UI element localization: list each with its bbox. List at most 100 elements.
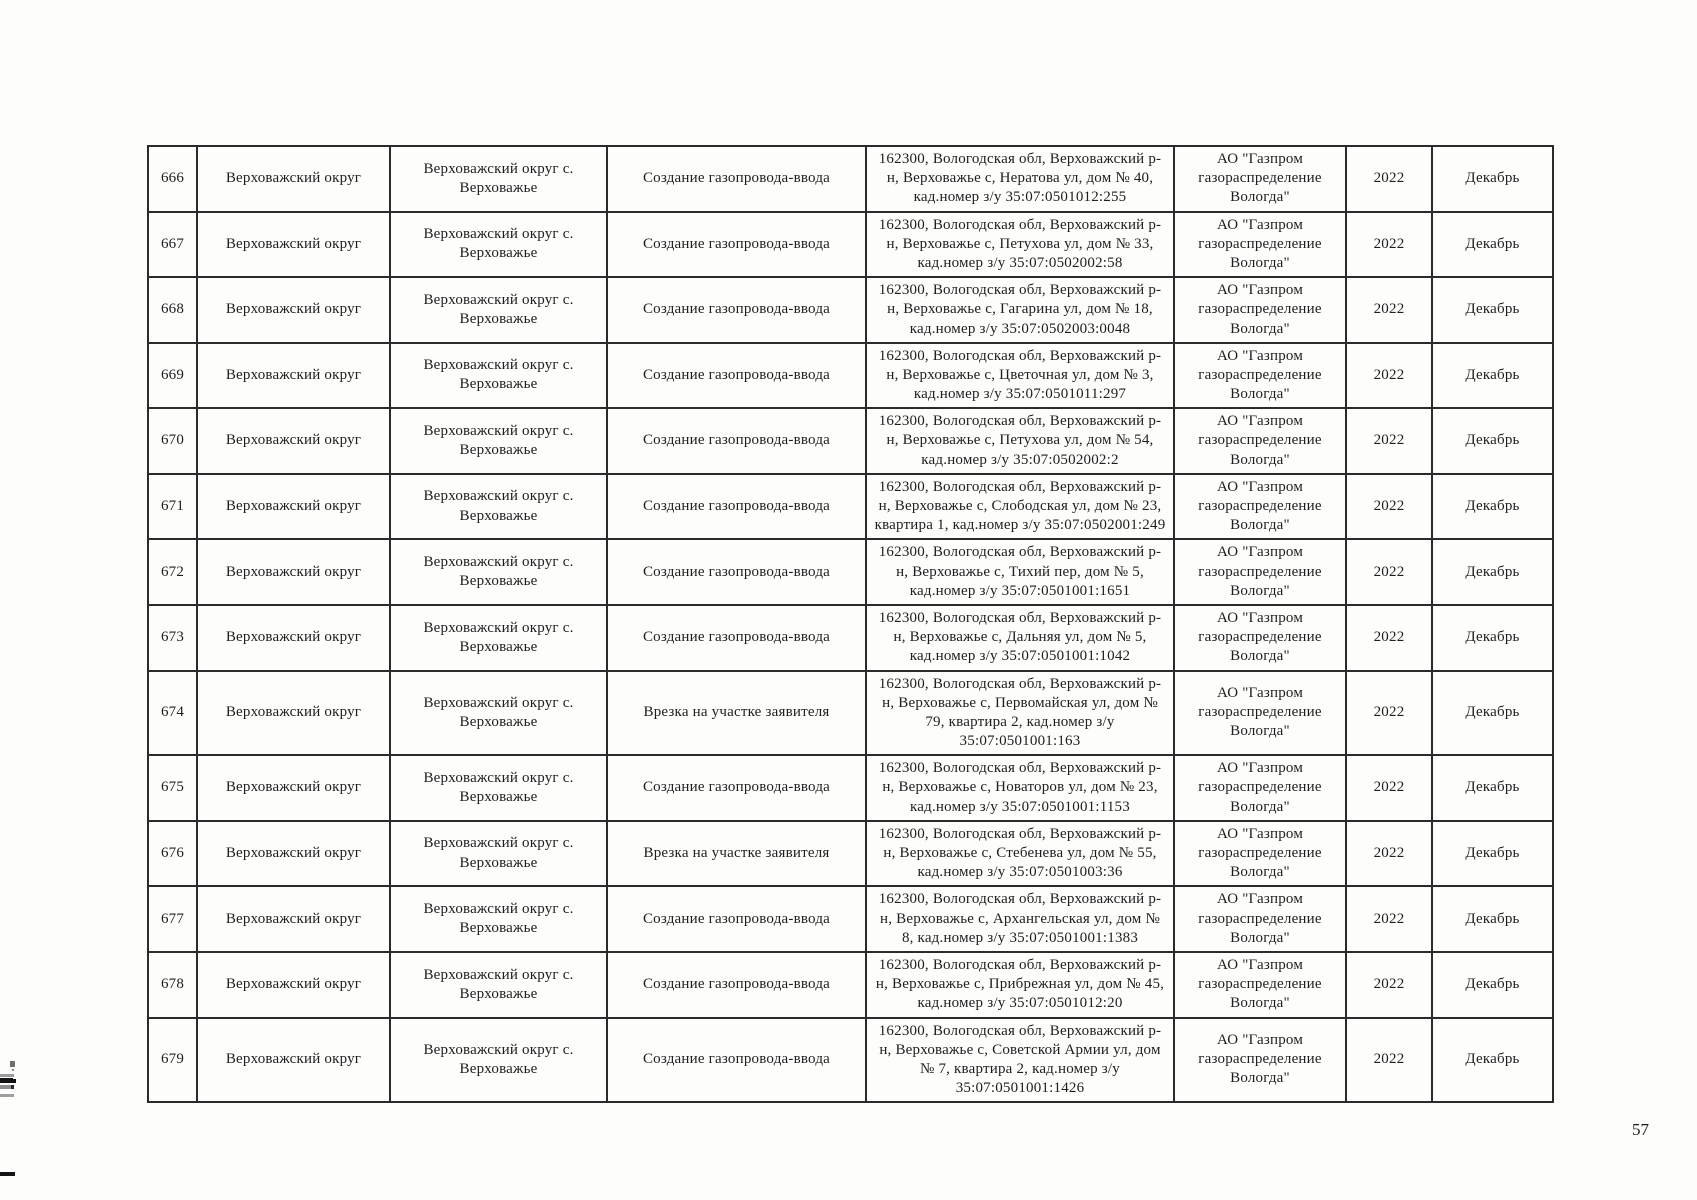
cell-month: Декабрь bbox=[1431, 145, 1554, 213]
cell-district: Верховажский округ bbox=[196, 210, 391, 279]
cell-organization: АО "Газпром газораспределение Вологда" bbox=[1173, 819, 1347, 888]
scan-artifact bbox=[12, 1069, 14, 1071]
cell-row-number: 679 bbox=[147, 1016, 198, 1104]
cell-organization: АО "Газпром газораспределение Вологда" bbox=[1173, 210, 1347, 279]
cell-work-type: Создание газопровода-ввода bbox=[606, 950, 867, 1019]
cell-district: Верховажский округ bbox=[196, 407, 391, 475]
page-number: 57 bbox=[1632, 1120, 1649, 1139]
cell-address: 162300, Вологодская обл, Верховажский р-… bbox=[865, 145, 1175, 213]
cell-organization: АО "Газпром газораспределение Вологда" bbox=[1173, 538, 1347, 606]
cell-row-number: 675 bbox=[147, 754, 198, 822]
cell-address: 162300, Вологодская обл, Верховажский р-… bbox=[865, 754, 1175, 822]
cell-work-type: Создание газопровода-ввода bbox=[606, 407, 867, 475]
cell-work-type: Врезка на участке заявителя bbox=[606, 669, 867, 757]
cell-district: Верховажский округ bbox=[196, 885, 391, 953]
cell-location: Верховажский округ с. Верховажье bbox=[389, 276, 608, 344]
table-row: 670 Верховажский округ Верховажский окру… bbox=[147, 407, 1554, 475]
table-row: 676 Верховажский округ Верховажский окру… bbox=[147, 819, 1554, 888]
table-row: 668 Верховажский округ Верховажский окру… bbox=[147, 276, 1554, 344]
table-row: 675 Верховажский округ Верховажский окру… bbox=[147, 754, 1554, 822]
cell-district: Верховажский округ bbox=[196, 472, 391, 541]
cell-year: 2022 bbox=[1345, 754, 1433, 822]
cell-district: Верховажский округ bbox=[196, 603, 391, 672]
cell-work-type: Создание газопровода-ввода bbox=[606, 276, 867, 344]
cell-year: 2022 bbox=[1345, 472, 1433, 541]
cell-work-type: Создание газопровода-ввода bbox=[606, 754, 867, 822]
cell-row-number: 676 bbox=[147, 819, 198, 888]
table-row: 671 Верховажский округ Верховажский окру… bbox=[147, 472, 1554, 541]
cell-address: 162300, Вологодская обл, Верховажский р-… bbox=[865, 669, 1175, 757]
cell-year: 2022 bbox=[1345, 210, 1433, 279]
cell-month: Декабрь bbox=[1431, 472, 1554, 541]
cell-row-number: 671 bbox=[147, 472, 198, 541]
cell-month: Декабрь bbox=[1431, 407, 1554, 475]
cell-district: Верховажский округ bbox=[196, 1016, 391, 1104]
cell-district: Верховажский округ bbox=[196, 819, 391, 888]
cell-address: 162300, Вологодская обл, Верховажский р-… bbox=[865, 341, 1175, 410]
table-row: 673 Верховажский округ Верховажский окру… bbox=[147, 603, 1554, 672]
cell-row-number: 674 bbox=[147, 669, 198, 757]
cell-row-number: 672 bbox=[147, 538, 198, 606]
cell-location: Верховажский округ с. Верховажье bbox=[389, 754, 608, 822]
scan-artifact bbox=[0, 1074, 14, 1077]
cell-address: 162300, Вологодская обл, Верховажский р-… bbox=[865, 885, 1175, 953]
cell-work-type: Создание газопровода-ввода bbox=[606, 210, 867, 279]
cell-work-type: Создание газопровода-ввода bbox=[606, 603, 867, 672]
cell-year: 2022 bbox=[1345, 341, 1433, 410]
scan-artifact bbox=[10, 1061, 15, 1067]
cell-month: Декабрь bbox=[1431, 1016, 1554, 1104]
cell-month: Декабрь bbox=[1431, 276, 1554, 344]
cell-location: Верховажский округ с. Верховажье bbox=[389, 819, 608, 888]
cell-work-type: Создание газопровода-ввода bbox=[606, 145, 867, 213]
table-row: 669 Верховажский округ Верховажский окру… bbox=[147, 341, 1554, 410]
cell-work-type: Создание газопровода-ввода bbox=[606, 538, 867, 606]
cell-organization: АО "Газпром газораспределение Вологда" bbox=[1173, 885, 1347, 953]
cell-address: 162300, Вологодская обл, Верховажский р-… bbox=[865, 819, 1175, 888]
cell-month: Декабрь bbox=[1431, 603, 1554, 672]
cell-work-type: Создание газопровода-ввода bbox=[606, 341, 867, 410]
scan-artifact bbox=[0, 1085, 14, 1089]
cell-location: Верховажский округ с. Верховажье bbox=[389, 145, 608, 213]
cell-location: Верховажский округ с. Верховажье bbox=[389, 210, 608, 279]
cell-organization: АО "Газпром газораспределение Вологда" bbox=[1173, 669, 1347, 757]
scan-artifact bbox=[11, 1079, 16, 1083]
cell-row-number: 670 bbox=[147, 407, 198, 475]
cell-year: 2022 bbox=[1345, 950, 1433, 1019]
scan-artifact bbox=[11, 1085, 14, 1089]
cell-district: Верховажский округ bbox=[196, 276, 391, 344]
cell-row-number: 678 bbox=[147, 950, 198, 1019]
cell-year: 2022 bbox=[1345, 145, 1433, 213]
cell-row-number: 669 bbox=[147, 341, 198, 410]
cell-organization: АО "Газпром газораспределение Вологда" bbox=[1173, 407, 1347, 475]
cell-organization: АО "Газпром газораспределение Вологда" bbox=[1173, 754, 1347, 822]
cell-row-number: 673 bbox=[147, 603, 198, 672]
cell-address: 162300, Вологодская обл, Верховажский р-… bbox=[865, 603, 1175, 672]
cell-district: Верховажский округ bbox=[196, 950, 391, 1019]
cell-district: Верховажский округ bbox=[196, 538, 391, 606]
gas-connections-table: 666 Верховажский округ Верховажский окру… bbox=[147, 145, 1554, 1104]
cell-work-type: Создание газопровода-ввода bbox=[606, 472, 867, 541]
cell-address: 162300, Вологодская обл, Верховажский р-… bbox=[865, 210, 1175, 279]
scan-artifact bbox=[0, 1094, 14, 1097]
table-row: 678 Верховажский округ Верховажский окру… bbox=[147, 950, 1554, 1019]
cell-location: Верховажский округ с. Верховажье bbox=[389, 472, 608, 541]
cell-location: Верховажский округ с. Верховажье bbox=[389, 885, 608, 953]
cell-month: Декабрь bbox=[1431, 885, 1554, 953]
table-row: 672 Верховажский округ Верховажский окру… bbox=[147, 538, 1554, 606]
cell-row-number: 677 bbox=[147, 885, 198, 953]
cell-district: Верховажский округ bbox=[196, 669, 391, 757]
cell-organization: АО "Газпром газораспределение Вологда" bbox=[1173, 145, 1347, 213]
cell-address: 162300, Вологодская обл, Верховажский р-… bbox=[865, 472, 1175, 541]
table-row: 679 Верховажский округ Верховажский окру… bbox=[147, 1016, 1554, 1104]
cell-location: Верховажский округ с. Верховажье bbox=[389, 407, 608, 475]
cell-year: 2022 bbox=[1345, 538, 1433, 606]
cell-district: Верховажский округ bbox=[196, 145, 391, 213]
cell-organization: АО "Газпром газораспределение Вологда" bbox=[1173, 276, 1347, 344]
cell-year: 2022 bbox=[1345, 885, 1433, 953]
cell-month: Декабрь bbox=[1431, 754, 1554, 822]
cell-location: Верховажский округ с. Верховажье bbox=[389, 1016, 608, 1104]
cell-year: 2022 bbox=[1345, 819, 1433, 888]
cell-location: Верховажский округ с. Верховажье bbox=[389, 538, 608, 606]
cell-location: Верховажский округ с. Верховажье bbox=[389, 341, 608, 410]
